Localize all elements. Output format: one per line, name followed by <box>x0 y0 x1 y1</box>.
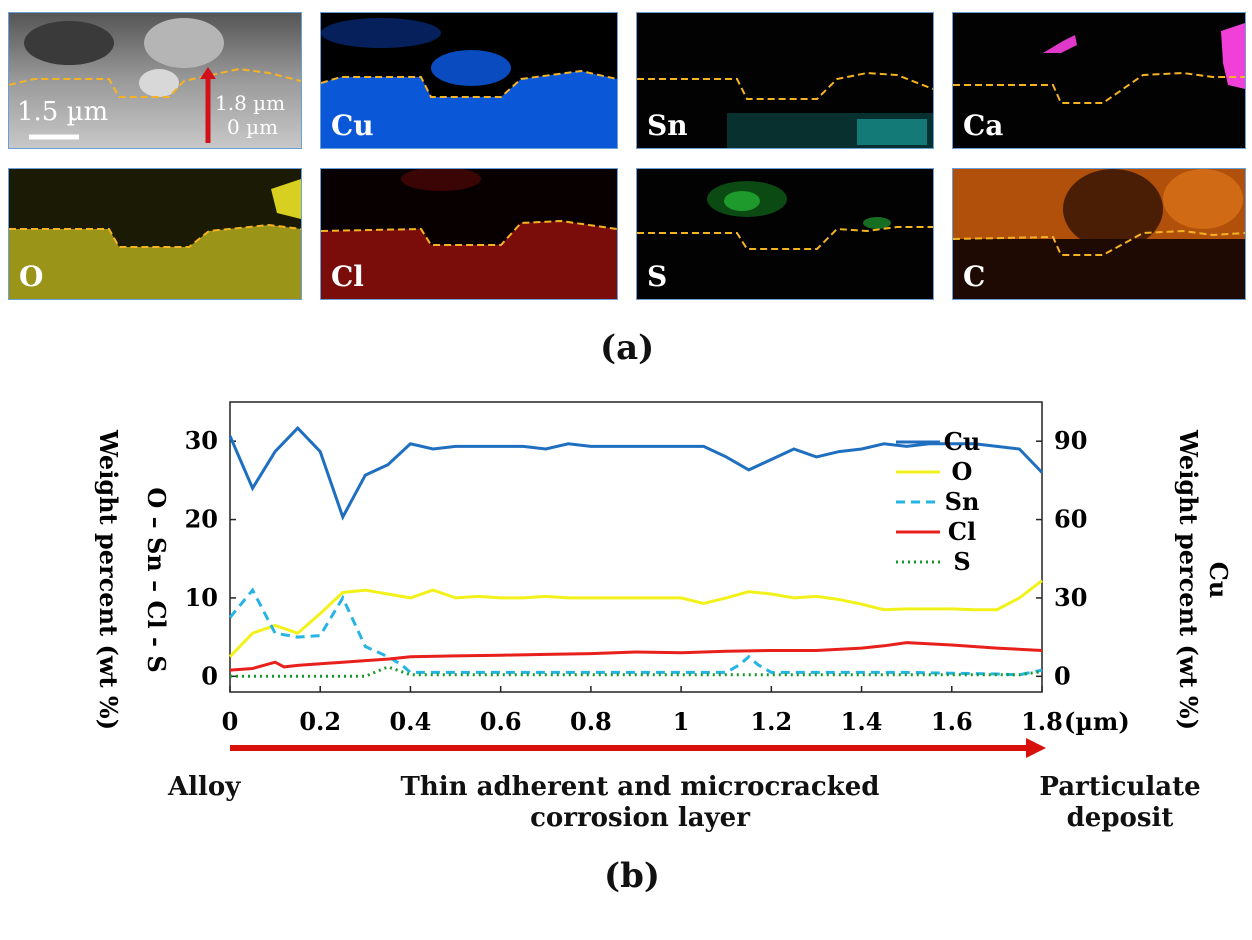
right-y-tick-label: 90 <box>1054 426 1087 455</box>
sem-image-tile: 1.5 µm 1.8 µm 0 µm <box>8 12 302 149</box>
sn-map-tile: Sn <box>636 12 934 149</box>
x-tick-label: 0.6 <box>480 707 522 736</box>
x-tick-label: 0 <box>222 707 239 736</box>
ca-map-label: Ca <box>963 109 1004 142</box>
caption-corrosion-line2: corrosion layer <box>530 803 750 834</box>
x-tick-label: 0.8 <box>570 707 612 736</box>
series-line-s <box>230 665 1043 678</box>
s-map-tile: S <box>636 168 934 300</box>
ca-map-tile: Ca <box>952 12 1246 149</box>
legend-label-cu: Cu <box>944 427 981 456</box>
depth-top-label: 1.8 µm <box>215 91 286 115</box>
c-map-graphic <box>953 169 1245 299</box>
right-y-tick-label: 0 <box>1054 661 1071 690</box>
left-y-tick-label: 30 <box>185 426 218 455</box>
x-axis-unit: (µm) <box>1064 707 1130 736</box>
x-tick-label: 0.4 <box>390 707 432 736</box>
cu-map-label: Cu <box>331 109 374 142</box>
x-tick-label: 1.2 <box>750 707 792 736</box>
caption-corrosion-layer: Thin adherent and microcracked corrosion… <box>380 772 900 834</box>
cl-map-graphic <box>321 169 617 299</box>
x-tick-label: 1.6 <box>931 707 973 736</box>
cl-map-label: Cl <box>331 260 364 293</box>
legend-label-sn: Sn <box>945 487 980 516</box>
legend-label-s: S <box>953 547 970 576</box>
x-tick-label: 1.8 <box>1021 707 1063 736</box>
direction-arrow-head <box>1026 738 1046 758</box>
caption-alloy: Alloy <box>168 772 241 802</box>
figure-label-a: (a) <box>600 328 655 368</box>
series-line-o <box>228 579 1043 658</box>
c-map-tile: C <box>952 168 1246 300</box>
sem-image-graphic <box>9 13 301 148</box>
caption-corrosion-line1: Thin adherent and microcracked <box>400 772 880 802</box>
caption-deposit-line2: deposit <box>1066 803 1174 834</box>
left-axis-label-line2: Weight percent (wt %) <box>94 429 123 730</box>
o-map-tile: O <box>8 168 302 300</box>
right-y-tick-label: 30 <box>1054 583 1087 612</box>
sn-map-label: Sn <box>647 109 688 142</box>
right-axis-label-line1: Cu <box>1204 562 1233 599</box>
left-axis-label-line1: O – Sn – Cl - S <box>142 487 171 672</box>
ca-map-graphic <box>953 23 1245 104</box>
s-map-label: S <box>647 260 668 293</box>
legend-label-o: O <box>952 457 973 486</box>
series-line-cu <box>228 425 1044 521</box>
legend-label-cl: Cl <box>948 517 976 546</box>
sn-map-graphic <box>637 71 933 148</box>
left-y-tick-label: 10 <box>185 583 218 612</box>
left-y-tick-label: 20 <box>185 505 218 534</box>
cl-map-tile: Cl <box>320 168 618 300</box>
right-axis-label-line2: Weight percent (wt %) <box>1174 429 1203 730</box>
line-profile-chart: O – Sn – Cl - S Weight percent (wt %) Cu… <box>94 401 1233 758</box>
caption-deposit-line1: Particulate <box>1039 772 1201 802</box>
o-map-label: O <box>19 260 44 293</box>
plot-frame <box>229 401 1043 693</box>
x-tick-label: 0.2 <box>299 707 341 736</box>
depth-bottom-label: 0 µm <box>227 115 279 139</box>
right-y-tick-label: 60 <box>1054 505 1087 534</box>
cu-map-tile: Cu <box>320 12 618 149</box>
series-line-sn <box>228 587 1043 677</box>
c-map-label: C <box>963 260 986 293</box>
x-tick-label: 1.4 <box>841 707 883 736</box>
o-map-graphic <box>9 179 301 299</box>
s-map-graphic <box>637 181 933 250</box>
scale-bar-label: 1.5 µm <box>17 97 109 127</box>
cu-map-graphic <box>321 18 617 148</box>
x-tick-label: 1 <box>673 707 690 736</box>
caption-deposit: Particulate deposit <box>1020 772 1220 834</box>
figure-label-b: (b) <box>604 856 660 896</box>
left-y-tick-label: 0 <box>201 661 218 690</box>
elemental-map-grid: 1.5 µm 1.8 µm 0 µm Cu Sn Ca <box>0 0 1252 300</box>
series-line-cl <box>229 641 1043 672</box>
